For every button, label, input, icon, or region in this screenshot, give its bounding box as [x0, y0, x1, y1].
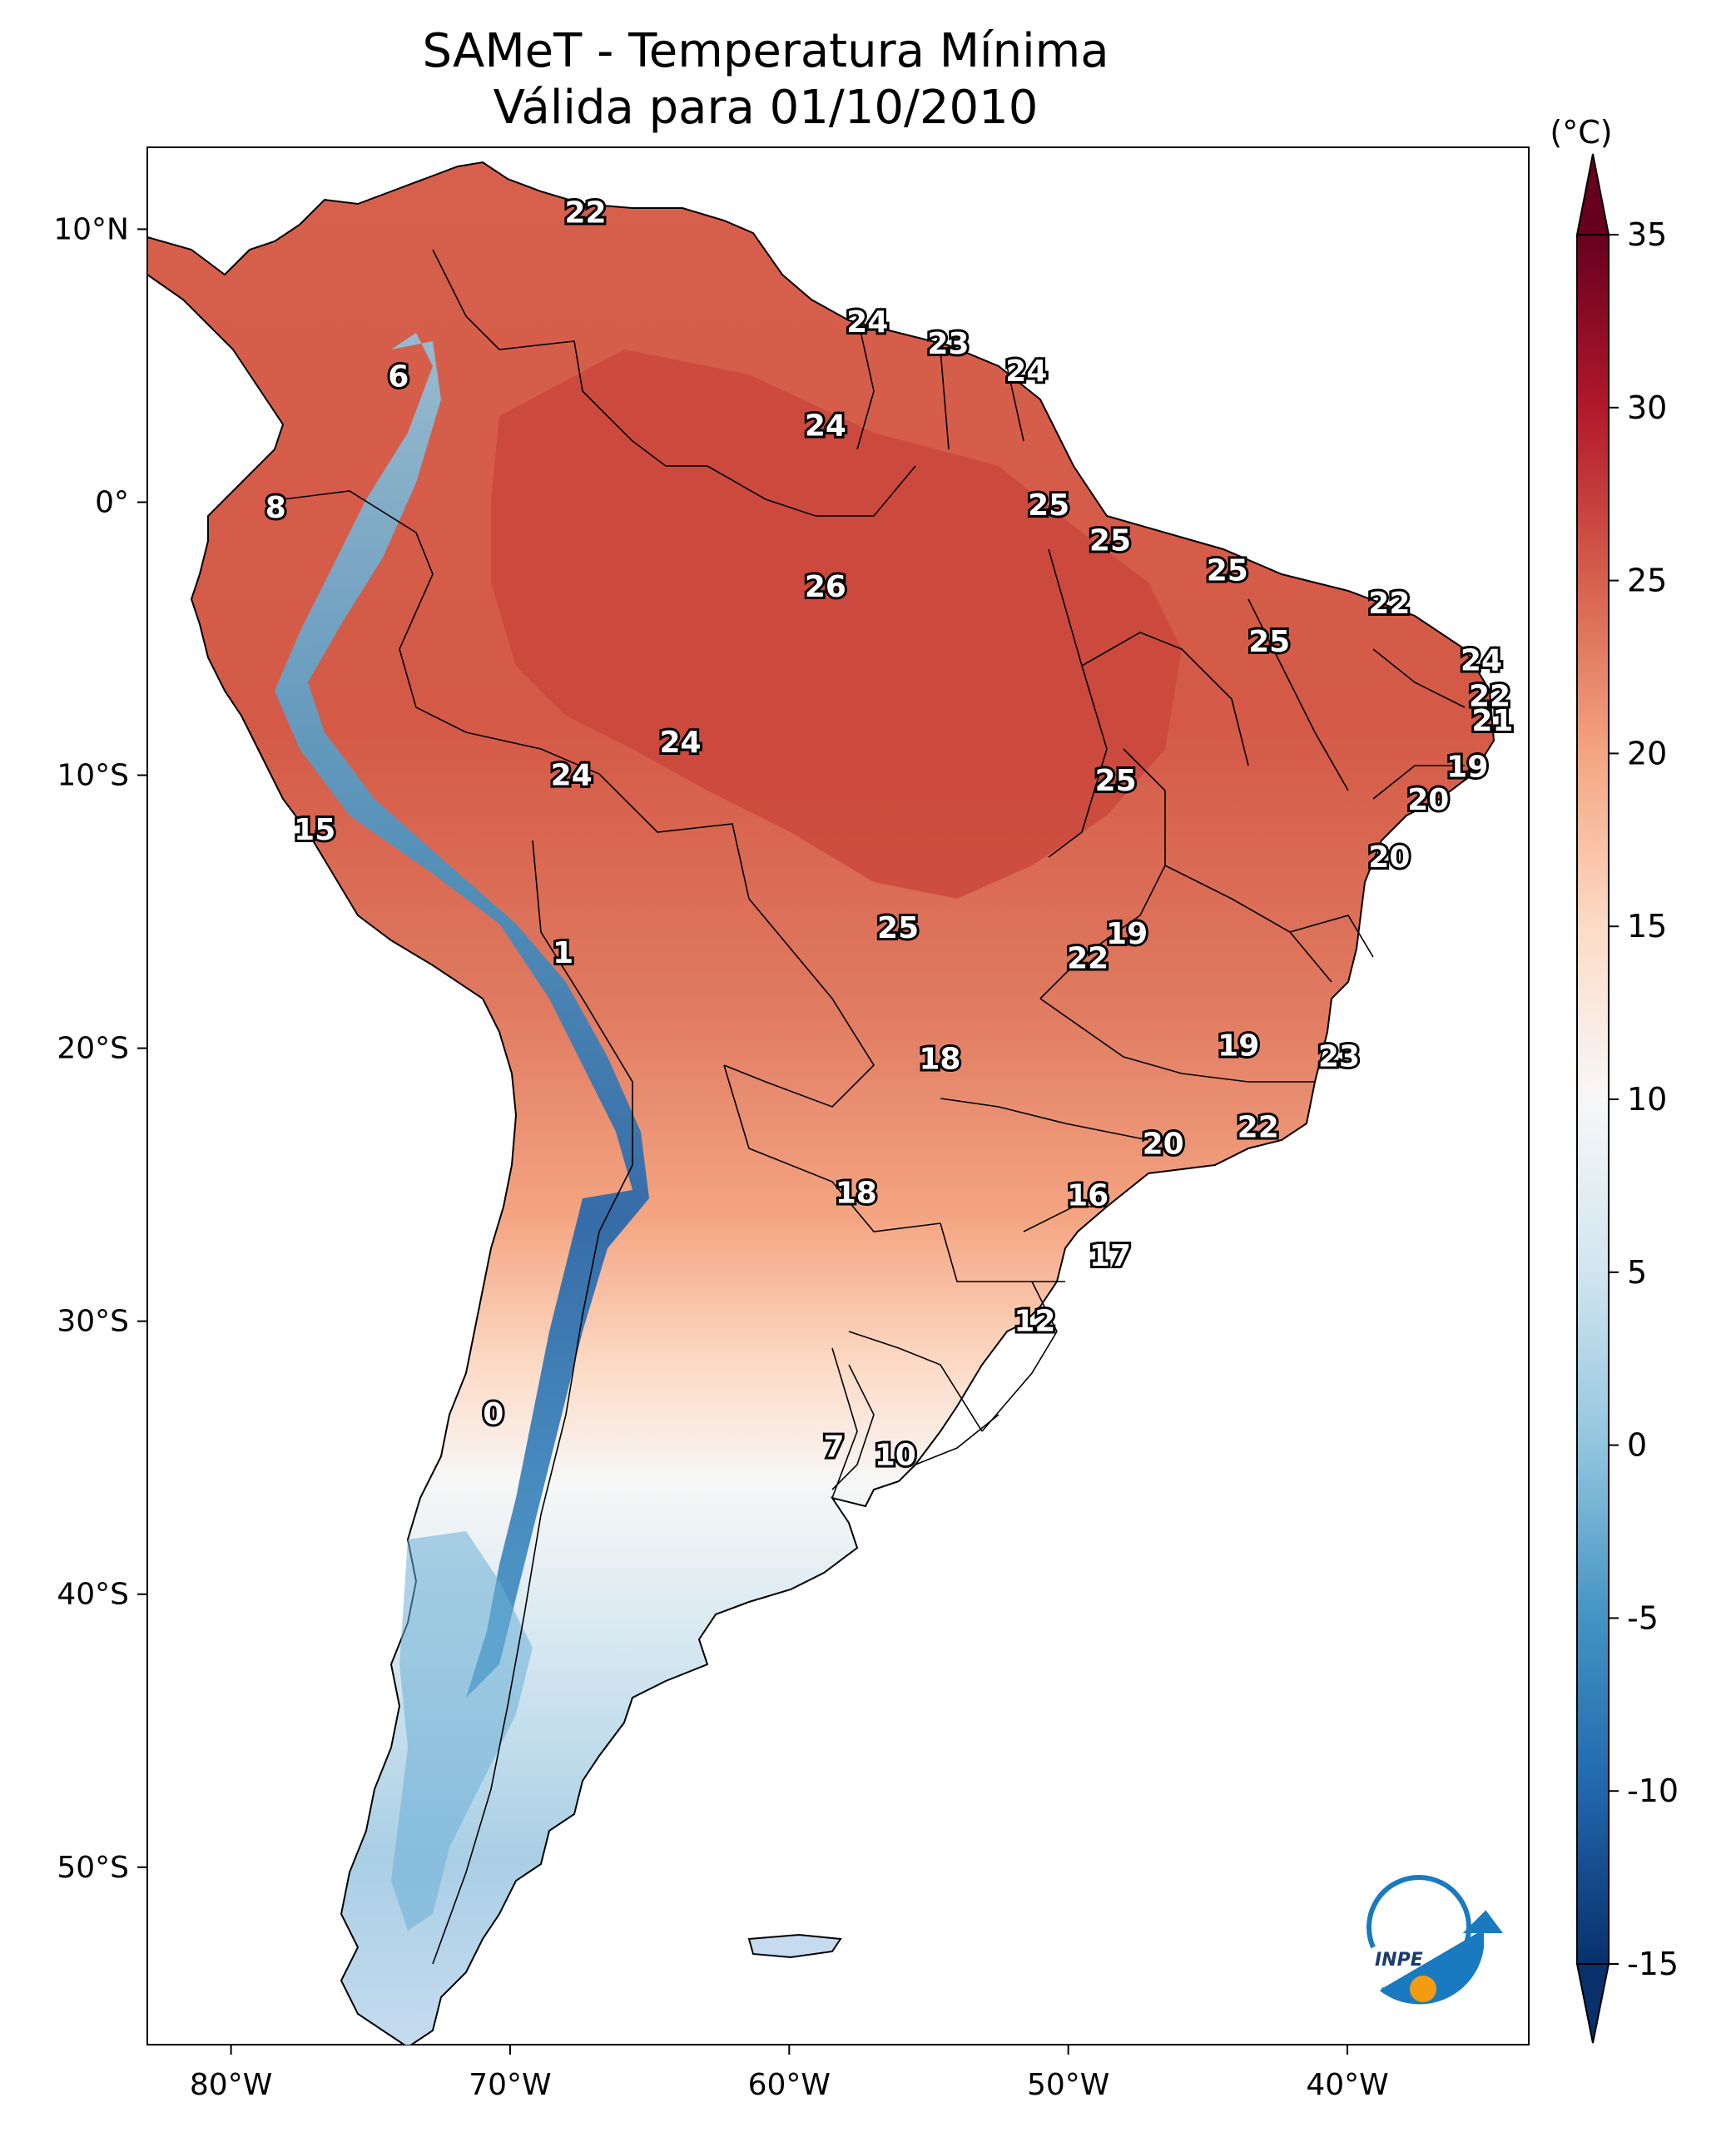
station-value-label: 24 [551, 759, 593, 793]
station-value-label: 23 [927, 327, 969, 361]
station-value-label: 8 [265, 491, 286, 525]
lat-tick-label: 0° [95, 485, 129, 519]
station-value-label: 24 [659, 726, 701, 760]
station-value-label: 20 [1143, 1127, 1184, 1161]
lon-tick-label: 50°W [1027, 2068, 1109, 2102]
lat-tick-label: 50°S [57, 1851, 129, 1885]
warm-core-region [491, 350, 1182, 899]
colorbar-tick-label: 5 [1627, 1254, 1647, 1291]
station-value-label: 0 [483, 1397, 503, 1431]
colorbar-min-arrow [1575, 1963, 1610, 2044]
station-value-label: 25 [1207, 553, 1248, 588]
map-layer [147, 161, 1495, 2045]
lon-tick-label: 60°W [748, 2068, 831, 2102]
lat-tick-label: 10°N [53, 212, 129, 246]
station-value-label: 16 [1067, 1179, 1109, 1213]
lon-tick-label: 70°W [469, 2068, 551, 2102]
station-value-label: 18 [919, 1043, 960, 1077]
colorbar: (°C) 35 30 25 20 15 10 5 0 -5 -10 -15 [1550, 114, 1679, 2044]
lat-tick-label: 10°S [57, 759, 129, 793]
station-value-label: 18 [836, 1176, 877, 1210]
andes-cold-region [275, 333, 649, 1698]
falkland-islands [747, 1933, 842, 1959]
lon-tick-label: 80°W [190, 2068, 272, 2102]
title-line-1: SAMeT - Temperatura Mínima [422, 24, 1109, 78]
lon-tick-label: 40°W [1306, 2068, 1388, 2102]
colorbar-tick-label: 0 [1627, 1427, 1647, 1464]
patagonia-cold-region [391, 1531, 533, 1931]
station-value-label: 24 [1461, 644, 1502, 678]
colorbar-tick-label: 10 [1627, 1081, 1667, 1118]
colorbar-tick-label: -15 [1627, 1946, 1679, 1982]
station-value-label: 15 [294, 813, 335, 847]
station-value-label: 17 [1089, 1239, 1131, 1273]
colorbar-max-arrow [1575, 153, 1610, 236]
station-value-label: 26 [805, 570, 846, 604]
station-value-label: 10 [875, 1438, 916, 1472]
station-value-label: 22 [1368, 587, 1410, 621]
title-line-2: Válida para 01/10/2010 [493, 81, 1039, 135]
station-value-label: 24 [846, 305, 888, 340]
longitude-ticks: 80°W 70°W 60°W 50°W 40°W [190, 2045, 1389, 2102]
inpe-logo-text: INPE [1375, 1950, 1423, 1971]
station-value-label: 25 [1095, 764, 1137, 798]
lat-tick-label: 20°S [57, 1032, 129, 1066]
inpe-logo-icon: INPE [1366, 1875, 1503, 2005]
colorbar-tick-label: 15 [1627, 908, 1667, 945]
station-value-label: 12 [1014, 1305, 1055, 1339]
station-value-label: 20 [1407, 783, 1449, 817]
latitude-ticks: 10°N 0° 10°S 20°S 30°S 40°S 50°S [53, 212, 147, 1885]
station-value-label: 25 [877, 911, 919, 945]
station-value-label: 24 [1005, 355, 1047, 389]
colorbar-gradient [1577, 235, 1609, 1964]
map-title: SAMeT - Temperatura Mínima Válida para 0… [0, 23, 1531, 136]
station-value-label: 22 [564, 196, 606, 231]
lat-tick-label: 30°S [57, 1305, 129, 1339]
station-value-label: 25 [1248, 625, 1290, 659]
colorbar-tick-label: 20 [1627, 735, 1667, 771]
station-value-label: 6 [388, 360, 409, 394]
station-value-label: 25 [1089, 523, 1131, 558]
station-value-label: 19 [1446, 751, 1488, 785]
station-value-label: 25 [1028, 488, 1069, 523]
colorbar-tick-label: 30 [1627, 389, 1667, 426]
country-borders [282, 249, 1466, 1965]
station-value-label: 22 [1238, 1111, 1279, 1145]
colorbar-tick-label: 35 [1627, 216, 1667, 253]
colorbar-tick-label: -10 [1627, 1773, 1679, 1809]
station-value-label: 20 [1368, 840, 1410, 875]
station-value-label: 22 [1469, 679, 1510, 713]
station-value-label: 19 [1218, 1029, 1259, 1063]
station-value-label: 23 [1318, 1039, 1360, 1074]
lat-tick-label: 40°S [57, 1578, 129, 1612]
station-value-label: 22 [1067, 941, 1109, 975]
station-value-label: 19 [1106, 917, 1148, 951]
colorbar-tick-label: 25 [1627, 563, 1667, 599]
station-value-label: 7 [823, 1431, 844, 1465]
station-value-label: 24 [805, 409, 846, 444]
station-value-label: 21 [1471, 704, 1513, 738]
colorbar-tick-label: -5 [1627, 1599, 1659, 1636]
station-value-label: 1 [553, 936, 573, 970]
colorbar-ticks: 35 30 25 20 15 10 5 0 -5 -10 -15 [1609, 216, 1679, 1982]
colorbar-unit: (°C) [1550, 114, 1612, 151]
